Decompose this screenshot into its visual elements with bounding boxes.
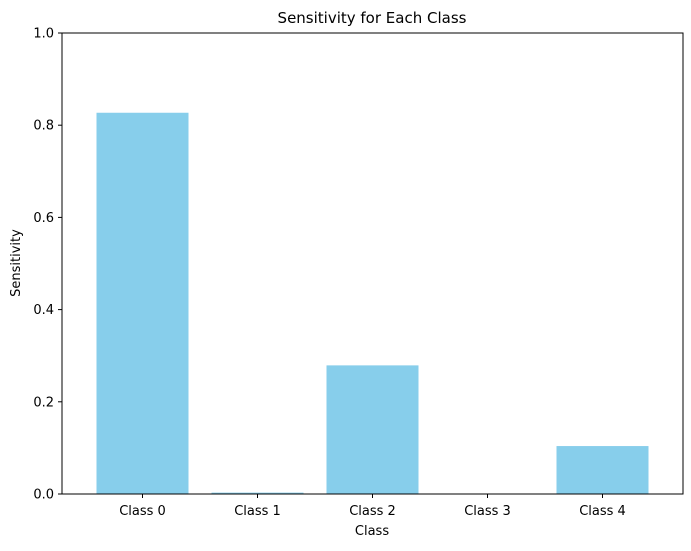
y-axis-label: Sensitivity [9,229,24,297]
x-tick-label: Class 3 [464,504,511,519]
bar-class-4 [556,446,649,494]
y-tick-label: 1.0 [33,27,54,42]
bar-class-2 [326,365,419,494]
x-tick-label: Class 1 [234,504,281,519]
y-tick-label: 0.0 [33,488,54,503]
plot-area: 0.0 0.2 0.4 0.6 0.8 1.0 Class 0 Class 1 Class 2 C… [33,27,684,519]
x-tick-label: Class 2 [349,504,396,519]
y-tick-label: 0.8 [33,119,54,134]
x-tick-label: Class 4 [579,504,626,519]
y-tick-label: 0.6 [33,211,54,226]
x-tick-label: Class 0 [119,504,166,519]
x-axis-label: Class [355,524,389,539]
y-tick-label: 0.2 [33,395,54,410]
chart-title: Sensitivity for Each Class [278,9,467,27]
bar-class-0 [96,112,189,494]
y-tick-label: 0.4 [33,303,54,318]
bar-class-1 [211,492,304,494]
